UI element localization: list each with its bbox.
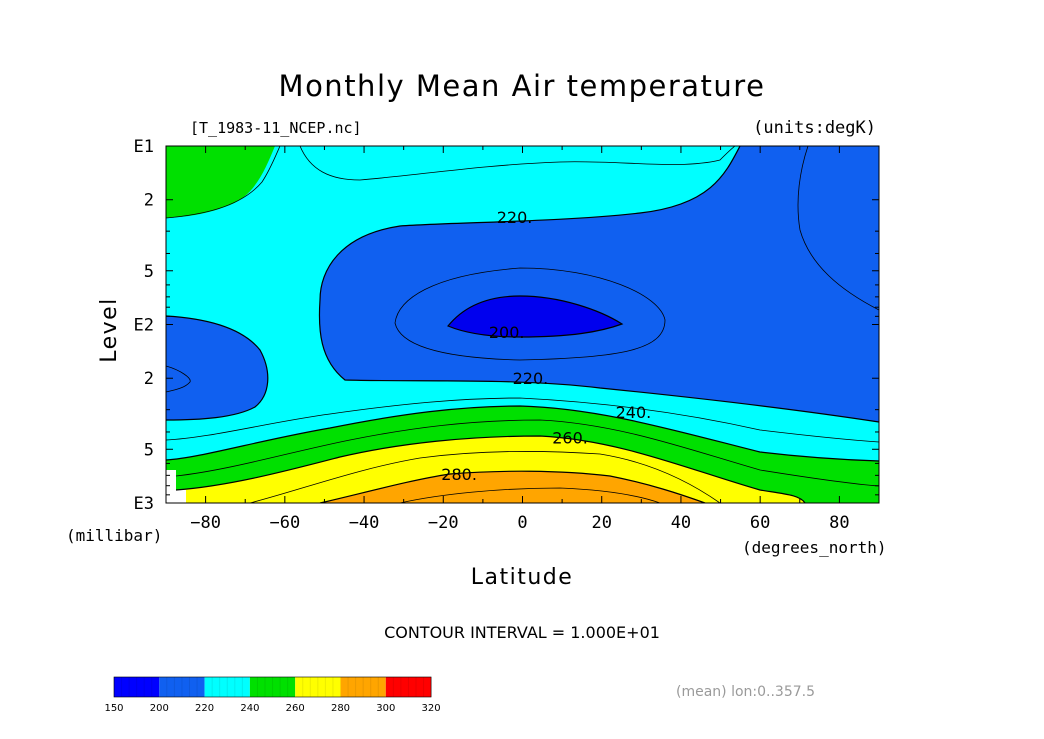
x-tick-label: 20 [591, 513, 611, 533]
x-tick-label: −20 [428, 513, 459, 533]
y-tick-label: 2 [144, 369, 154, 389]
colorbar-label: 220 [195, 703, 214, 714]
y-tick-label: 2 [144, 191, 154, 211]
contour-lines [166, 146, 879, 503]
contour-line-240 [166, 405, 879, 462]
contour-line-230-lower [166, 397, 879, 443]
colorbar-swatch [340, 677, 386, 697]
x-tick-label: 60 [750, 513, 770, 533]
contour-line-290 [399, 487, 661, 503]
y-tick-label: 5 [144, 440, 154, 460]
contour-line-200-core [447, 295, 624, 338]
x-tick-label: 80 [829, 513, 849, 533]
colorbar-label: 150 [104, 703, 123, 714]
fill-200-220-upper-left-pocket [166, 316, 268, 420]
chart-title: Monthly Mean Air temperature [279, 69, 766, 103]
colorbar-swatch [159, 677, 205, 697]
contour-line-210-ring [394, 267, 666, 361]
units-label: (units:degK) [753, 118, 876, 138]
colorbar-label: 200 [150, 703, 169, 714]
fill-220-240-upper-band [166, 146, 879, 503]
colorbar-label: 240 [240, 703, 259, 714]
y-tick-label: E3 [134, 494, 154, 514]
fill-280-300-band [320, 471, 705, 503]
y-tick-label: E1 [134, 137, 154, 157]
contour-value-label: 240. [616, 403, 652, 422]
colorbar-label: 260 [286, 703, 305, 714]
colorbar-swatch [385, 677, 432, 697]
y-tick-label: E2 [134, 316, 154, 336]
x-axis-units: (degrees_north) [742, 538, 887, 557]
fill-lt200-core [448, 296, 622, 337]
x-tick-label: 0 [517, 513, 527, 533]
contour-line-270 [249, 450, 721, 503]
x-tick-label: −40 [349, 513, 380, 533]
contour-line-280 [319, 470, 706, 503]
contour-line-250 [175, 419, 879, 487]
x-tick-label: −60 [269, 513, 300, 533]
contour-value-label: 220. [497, 208, 533, 227]
x-tick-labels: −80 −60 −40 −20 0 20 40 60 80 [190, 513, 849, 533]
file-label: [T_1983-11_NCEP.nc] [190, 119, 362, 137]
colorbar-label: 300 [376, 703, 395, 714]
contour-labels: 220. 200. 220. 240. 260. 280. [441, 208, 651, 484]
contour-line-210-left-pocket [166, 365, 191, 393]
x-tick-label: 40 [671, 513, 691, 533]
x-axis-label: Latitude [471, 565, 574, 590]
colorbar-swatch [249, 677, 296, 697]
y-tick-labels: E1 2 5 E2 2 5 E3 [134, 137, 154, 514]
colorbar-swatch [114, 677, 160, 697]
colorbar-label: 280 [331, 703, 350, 714]
contour-line-220-lower [318, 299, 879, 423]
contour-value-label: 200. [489, 323, 525, 342]
contour-interval-note: CONTOUR INTERVAL = 1.000E+01 [384, 623, 660, 642]
y-tick-label: 5 [144, 262, 154, 282]
footer-note: (mean) lon:0..357.5 [676, 684, 815, 700]
colorbar-swatch [204, 677, 250, 697]
contour-line-220-upper [319, 146, 741, 301]
contour-value-label: 220. [513, 369, 549, 388]
contour-line-230-mid [299, 146, 736, 181]
contour-line-210-right [797, 146, 879, 311]
y-axis-units: (millibar) [66, 526, 162, 545]
y-axis-label: Level [97, 297, 122, 363]
colorbar-swatch [295, 677, 341, 697]
colorbar: 150 200 220 240 260 280 300 320 [104, 676, 441, 714]
colorbar-label: 320 [422, 703, 441, 714]
contour-line-260 [175, 435, 806, 503]
contour-line-220-left-pocket [166, 315, 269, 421]
x-tick-label: −80 [190, 513, 221, 533]
contour-line-230-left-upper [166, 146, 281, 219]
contour-value-label: 280. [441, 465, 477, 484]
contour-field [166, 146, 879, 503]
axis-ticks [165, 145, 880, 504]
contour-value-label: 260. [552, 429, 588, 448]
colorbar-frame [113, 676, 432, 698]
fill-240-260-band [166, 146, 879, 503]
fill-missing-corner [166, 470, 186, 503]
